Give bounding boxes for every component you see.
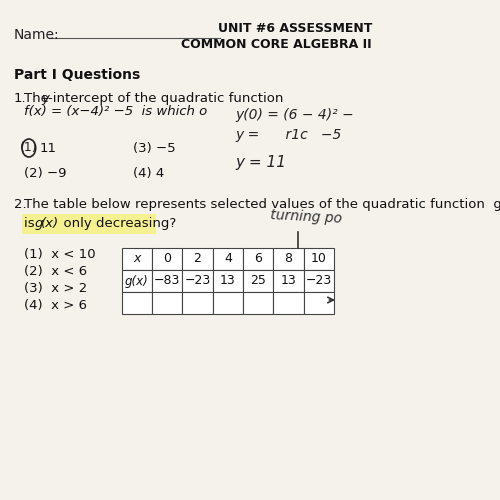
FancyBboxPatch shape xyxy=(22,214,156,234)
Text: x: x xyxy=(133,252,140,266)
Bar xyxy=(212,292,243,314)
Text: (x): (x) xyxy=(41,217,59,230)
Text: 13: 13 xyxy=(280,274,296,287)
Bar xyxy=(182,270,212,292)
Text: y = 11: y = 11 xyxy=(236,155,286,170)
Text: g(x): g(x) xyxy=(125,274,148,287)
Bar xyxy=(212,270,243,292)
Text: -intercept of the quadratic function: -intercept of the quadratic function xyxy=(48,92,292,105)
Bar xyxy=(304,248,334,270)
Bar xyxy=(274,292,304,314)
Text: (3) −5: (3) −5 xyxy=(133,142,176,155)
Bar xyxy=(182,248,212,270)
Text: 6: 6 xyxy=(254,252,262,266)
Bar xyxy=(274,248,304,270)
Bar xyxy=(212,248,243,270)
Text: turning po: turning po xyxy=(270,208,342,226)
Text: (2) −9: (2) −9 xyxy=(24,167,67,180)
Text: 0: 0 xyxy=(163,252,171,266)
Text: 2.: 2. xyxy=(14,198,26,211)
Text: f(x) = (x−4)² −5  is which o: f(x) = (x−4)² −5 is which o xyxy=(24,105,208,118)
Text: (4) 4: (4) 4 xyxy=(133,167,164,180)
Bar xyxy=(122,292,152,314)
Text: y: y xyxy=(42,92,50,105)
Bar xyxy=(274,270,304,292)
Text: Name:: Name: xyxy=(14,28,60,42)
Bar xyxy=(243,248,274,270)
Text: 25: 25 xyxy=(250,274,266,287)
Bar xyxy=(304,292,334,314)
Text: Part I Questions: Part I Questions xyxy=(14,68,140,82)
Text: 1.: 1. xyxy=(14,92,26,105)
Bar xyxy=(152,270,182,292)
Text: COMMON CORE ALGEBRA II: COMMON CORE ALGEBRA II xyxy=(182,38,372,51)
Text: −23: −23 xyxy=(306,274,332,287)
Text: 4: 4 xyxy=(224,252,232,266)
Bar xyxy=(182,292,212,314)
Bar xyxy=(152,248,182,270)
Text: UNIT #6 ASSESSMENT: UNIT #6 ASSESSMENT xyxy=(218,22,372,35)
Text: (2)  x < 6: (2) x < 6 xyxy=(24,265,88,278)
Text: 13: 13 xyxy=(220,274,236,287)
Text: The: The xyxy=(24,92,54,105)
Text: (1): (1) xyxy=(20,142,38,154)
Bar xyxy=(304,270,334,292)
Text: only decreasing?: only decreasing? xyxy=(54,217,176,230)
Bar xyxy=(122,248,152,270)
Text: (3)  x > 2: (3) x > 2 xyxy=(24,282,88,295)
Bar xyxy=(243,292,274,314)
Bar xyxy=(243,270,274,292)
Text: is: is xyxy=(24,217,39,230)
Text: y(0) = (6 − 4)² −: y(0) = (6 − 4)² − xyxy=(236,108,354,122)
Text: (4)  x > 6: (4) x > 6 xyxy=(24,299,88,312)
Text: −23: −23 xyxy=(184,274,210,287)
Bar xyxy=(122,270,152,292)
Text: −83: −83 xyxy=(154,274,180,287)
Text: 11: 11 xyxy=(40,142,56,155)
Text: 2: 2 xyxy=(194,252,202,266)
Text: y =      r1c   −5: y = r1c −5 xyxy=(236,128,342,142)
Bar xyxy=(152,292,182,314)
Text: 10: 10 xyxy=(311,252,327,266)
Text: The table below represents selected values of the quadratic function  g(: The table below represents selected valu… xyxy=(24,198,500,211)
Text: g: g xyxy=(35,217,43,230)
Text: (1)  x < 10: (1) x < 10 xyxy=(24,248,96,261)
Text: 8: 8 xyxy=(284,252,292,266)
